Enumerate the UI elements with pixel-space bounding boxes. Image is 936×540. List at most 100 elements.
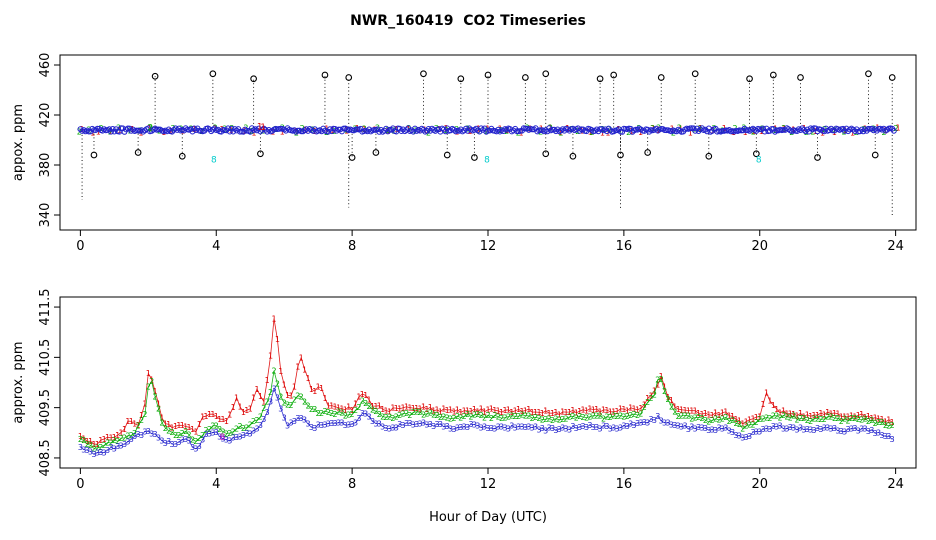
svg-text:2: 2 xyxy=(502,413,507,422)
svg-text:2: 2 xyxy=(829,413,834,422)
svg-text:1: 1 xyxy=(119,428,124,437)
svg-text:1: 1 xyxy=(234,393,239,402)
svg-text:3: 3 xyxy=(98,448,103,457)
svg-text:3: 3 xyxy=(716,424,721,433)
svg-text:1: 1 xyxy=(570,406,575,415)
svg-text:2: 2 xyxy=(662,387,667,396)
svg-text:1: 1 xyxy=(805,411,810,420)
svg-text:1: 1 xyxy=(682,406,687,415)
svg-text:2: 2 xyxy=(353,406,358,415)
svg-text:2: 2 xyxy=(326,408,331,417)
svg-text:3: 3 xyxy=(543,426,548,435)
svg-text:2: 2 xyxy=(598,412,603,421)
svg-text:2: 2 xyxy=(316,409,321,418)
svg-text:3: 3 xyxy=(516,422,521,431)
svg-text:1: 1 xyxy=(781,407,786,416)
svg-text:1: 1 xyxy=(220,415,225,424)
svg-text:1: 1 xyxy=(740,420,745,429)
svg-text:1: 1 xyxy=(594,405,599,414)
svg-text:2: 2 xyxy=(125,431,130,440)
svg-text:3: 3 xyxy=(618,423,623,432)
svg-text:3: 3 xyxy=(418,419,423,428)
svg-text:8: 8 xyxy=(211,155,217,165)
svg-text:1: 1 xyxy=(669,396,674,405)
svg-text:1: 1 xyxy=(214,412,219,421)
svg-text:2: 2 xyxy=(577,412,582,421)
svg-text:3: 3 xyxy=(387,424,392,433)
svg-text:2: 2 xyxy=(584,413,589,422)
spike-markers xyxy=(90,70,896,161)
svg-text:3: 3 xyxy=(506,425,511,434)
svg-text:2: 2 xyxy=(390,414,395,423)
svg-text:1: 1 xyxy=(448,406,453,415)
svg-text:1: 1 xyxy=(598,408,603,417)
svg-text:2: 2 xyxy=(254,416,259,425)
svg-text:1: 1 xyxy=(401,404,406,413)
svg-text:1: 1 xyxy=(509,408,514,417)
svg-text:2: 2 xyxy=(448,414,453,423)
svg-text:1: 1 xyxy=(761,400,766,409)
svg-text:2: 2 xyxy=(149,377,154,386)
svg-text:2: 2 xyxy=(322,407,327,416)
svg-text:2: 2 xyxy=(703,416,708,425)
svg-text:2: 2 xyxy=(115,437,120,446)
svg-text:0: 0 xyxy=(76,477,84,492)
svg-text:2: 2 xyxy=(812,414,817,423)
svg-text:1: 1 xyxy=(102,435,107,444)
svg-text:8: 8 xyxy=(756,155,762,165)
svg-text:3: 3 xyxy=(601,422,606,431)
svg-text:1: 1 xyxy=(591,405,596,414)
svg-text:2: 2 xyxy=(893,124,898,133)
svg-text:2: 2 xyxy=(859,415,864,424)
svg-text:2: 2 xyxy=(567,413,572,422)
svg-text:1: 1 xyxy=(451,407,456,416)
svg-text:1: 1 xyxy=(574,409,579,418)
svg-text:1: 1 xyxy=(438,407,443,416)
svg-text:2: 2 xyxy=(418,408,423,417)
svg-text:2: 2 xyxy=(285,400,290,409)
svg-text:3: 3 xyxy=(659,417,664,426)
svg-text:1: 1 xyxy=(265,376,270,385)
svg-text:3: 3 xyxy=(187,436,192,445)
svg-text:3: 3 xyxy=(757,427,762,436)
svg-text:2: 2 xyxy=(81,436,86,445)
svg-text:2: 2 xyxy=(747,421,752,430)
svg-text:2: 2 xyxy=(842,415,847,424)
svg-text:2: 2 xyxy=(835,414,840,423)
svg-text:2: 2 xyxy=(581,413,586,422)
svg-text:3: 3 xyxy=(210,429,215,438)
svg-text:1: 1 xyxy=(329,401,334,410)
svg-text:3: 3 xyxy=(584,423,589,432)
svg-text:3: 3 xyxy=(197,442,202,451)
svg-text:1: 1 xyxy=(377,402,382,411)
svg-text:2: 2 xyxy=(591,411,596,420)
svg-text:3: 3 xyxy=(424,421,429,430)
svg-text:2: 2 xyxy=(424,410,429,419)
svg-text:3: 3 xyxy=(774,422,779,431)
svg-text:2: 2 xyxy=(363,399,368,408)
svg-text:1: 1 xyxy=(139,411,144,420)
svg-text:3: 3 xyxy=(102,448,107,457)
svg-text:1: 1 xyxy=(326,402,331,411)
svg-text:1: 1 xyxy=(808,412,813,421)
svg-text:1: 1 xyxy=(146,369,151,378)
svg-text:2: 2 xyxy=(686,412,691,421)
svg-text:2: 2 xyxy=(699,414,704,423)
svg-text:2: 2 xyxy=(489,414,494,423)
svg-text:1: 1 xyxy=(890,418,895,427)
svg-text:2: 2 xyxy=(737,420,742,429)
svg-text:1: 1 xyxy=(404,403,409,412)
svg-text:2: 2 xyxy=(832,414,837,423)
svg-text:1: 1 xyxy=(689,407,694,416)
svg-text:3: 3 xyxy=(513,423,518,432)
svg-text:2: 2 xyxy=(883,421,888,430)
svg-text:3: 3 xyxy=(475,421,480,430)
svg-text:1: 1 xyxy=(795,411,800,420)
svg-text:3: 3 xyxy=(445,422,450,431)
svg-text:1: 1 xyxy=(465,407,470,416)
y-axis: 340 380 420 460 xyxy=(38,53,60,227)
svg-text:3: 3 xyxy=(536,425,541,434)
svg-text:1: 1 xyxy=(812,411,817,420)
svg-text:2: 2 xyxy=(176,431,181,440)
svg-text:3: 3 xyxy=(489,424,494,433)
